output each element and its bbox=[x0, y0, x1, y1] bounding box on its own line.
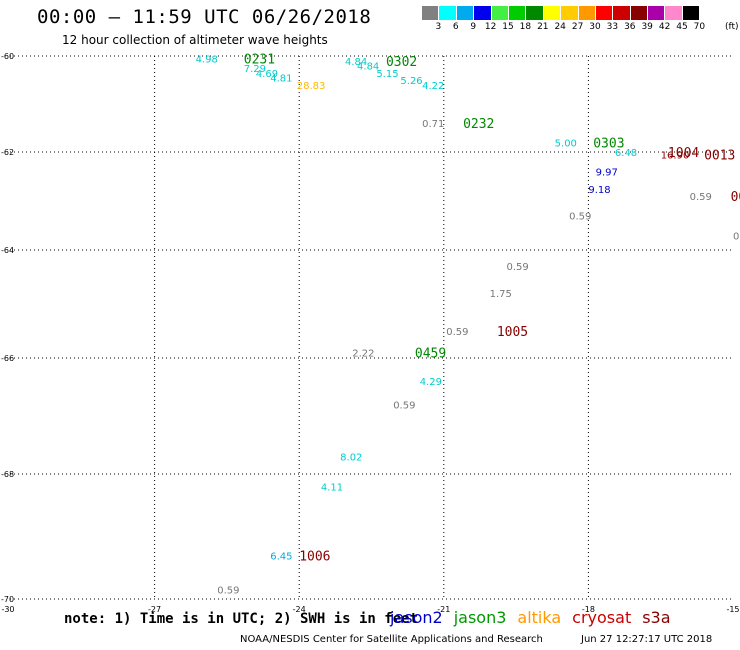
longitude-tick-label: -30 bbox=[1, 605, 14, 614]
satellite-legend-cryosat: cryosat bbox=[572, 608, 632, 627]
wave-height-value: 4.81 bbox=[270, 74, 292, 85]
colorbar-label: 21 bbox=[537, 22, 549, 32]
wave-height-value: 4.69 bbox=[256, 69, 278, 80]
wave-height-value: 0.59 bbox=[217, 586, 239, 597]
wave-height-value: 2.22 bbox=[352, 349, 374, 360]
wave-height-value: 5.26 bbox=[400, 76, 422, 87]
latitude-tick-label: -60 bbox=[1, 52, 14, 61]
colorbar-label: 15 bbox=[502, 22, 514, 32]
colorbar-swatch bbox=[630, 6, 649, 20]
colorbar-label: 42 bbox=[658, 22, 671, 32]
colorbar-swatch bbox=[422, 6, 440, 20]
latitude-tick-label: -68 bbox=[1, 470, 14, 479]
pass-time-label: 0459 bbox=[415, 347, 446, 362]
satellite-legend-s3a: s3a bbox=[642, 608, 671, 627]
colorbar-labels: (ft) 3 6 9 12 15 18 21 24 27 30 33 36 39 42 45 70 bbox=[422, 22, 740, 34]
wave-height-value: 4.98 bbox=[196, 54, 218, 65]
wave-height-value: 9.18 bbox=[588, 185, 610, 196]
colorbar-swatch bbox=[561, 6, 579, 20]
longitude-tick-label: -15 bbox=[726, 605, 739, 614]
wave-height-value: 5.15 bbox=[376, 69, 398, 80]
colorbar-swatch bbox=[456, 6, 475, 20]
credit-line: NOAA/NESDIS Center for Satellite Applica… bbox=[240, 634, 543, 645]
colorbar-swatch bbox=[665, 6, 683, 20]
colorbar-label: 9 bbox=[470, 22, 477, 32]
wave-height-value: 0.5 bbox=[733, 231, 740, 242]
wave-height-value: 0.71 bbox=[422, 119, 444, 130]
pass-time-label: 0302 bbox=[386, 55, 417, 70]
longitude-tick-label: -24 bbox=[293, 605, 306, 614]
wave-height-value: 0.59 bbox=[446, 327, 468, 338]
wave-height-value: 0.59 bbox=[506, 262, 528, 273]
longitude-tick-label: -21 bbox=[437, 605, 450, 614]
colorbar-label: 39 bbox=[641, 22, 653, 32]
wave-height-value: 8.02 bbox=[340, 453, 362, 464]
satellite-legend-jason3: jason3 bbox=[453, 608, 507, 627]
map-subtitle: 12 hour collection of altimeter wave hei… bbox=[62, 33, 328, 47]
colorbar-swatch bbox=[613, 6, 631, 20]
colorbar-swatch bbox=[543, 6, 562, 20]
generated-timestamp: Jun 27 12:27:17 UTC 2018 bbox=[581, 634, 713, 645]
latitude-tick-label: -62 bbox=[1, 148, 14, 157]
colorbar-label: 27 bbox=[571, 22, 584, 32]
latitude-tick-label: -66 bbox=[1, 354, 14, 363]
footnote: note: 1) Time is in UTC; 2) SWH is in fe… bbox=[64, 611, 419, 627]
colorbar-label: 3 bbox=[435, 22, 442, 32]
wave-height-value: 1.75 bbox=[490, 289, 512, 300]
colorbar-swatch bbox=[682, 6, 701, 20]
satellite-legend: jason2 jason3 altika cryosat s3a bbox=[390, 608, 682, 627]
colorbar-label: 70 bbox=[693, 22, 706, 32]
wave-height-value: 28.83 bbox=[297, 81, 326, 92]
wave-height-value: 4.22 bbox=[422, 81, 444, 92]
colorbar-swatch bbox=[439, 6, 457, 20]
colorbar-label: 24 bbox=[554, 22, 566, 32]
colorbar-label: 12 bbox=[484, 22, 497, 32]
longitude-tick-label: -27 bbox=[148, 605, 161, 614]
wave-height-value: 4.84 bbox=[345, 57, 367, 68]
pass-time-label: 00 bbox=[731, 190, 740, 205]
wave-height-value: 4.84 bbox=[357, 62, 379, 73]
colorbar-swatch bbox=[595, 6, 614, 20]
satellite-legend-jason2: jason2 bbox=[390, 608, 443, 627]
satellite-legend-altika: altika bbox=[517, 608, 562, 627]
longitude-tick-label: -18 bbox=[582, 605, 595, 614]
pass-time-label: 0303 bbox=[593, 136, 624, 151]
colorbar-swatch bbox=[491, 6, 509, 20]
colorbar-swatch bbox=[578, 6, 596, 20]
wave-height-value: 0.59 bbox=[393, 400, 415, 411]
pass-time-label: 0013 bbox=[704, 148, 735, 163]
pass-time-label: 0231 bbox=[244, 52, 275, 67]
wave-height-value: 0.59 bbox=[690, 192, 712, 203]
pass-time-label: 1005 bbox=[497, 325, 528, 340]
colorbar-label: 30 bbox=[589, 22, 601, 32]
wave-height-value: 5.00 bbox=[555, 138, 577, 149]
colorbar-label: 36 bbox=[624, 22, 636, 32]
wave-height-value: 7.29 bbox=[244, 64, 266, 75]
colorbar-label: 18 bbox=[519, 22, 532, 32]
wave-height-value: 0.59 bbox=[569, 212, 591, 223]
pass-time-label: 1004 bbox=[668, 146, 699, 161]
map-title: 00:00 – 11:59 UTC 06/26/2018 bbox=[37, 6, 372, 28]
wave-height-value: 9.97 bbox=[596, 168, 618, 179]
colorbar-swatch bbox=[508, 6, 527, 20]
wave-height-value: 16.90 bbox=[661, 150, 690, 161]
colorbar-swatch bbox=[648, 6, 666, 20]
pass-time-label: 0232 bbox=[463, 117, 494, 132]
pass-time-label: 1006 bbox=[299, 549, 330, 564]
wave-height-value: 4.11 bbox=[321, 483, 343, 494]
colorbar-label: 33 bbox=[606, 22, 619, 32]
colorbar-swatch bbox=[526, 6, 544, 20]
wave-height-value: 6.48 bbox=[615, 148, 637, 159]
wave-height-value: 6.45 bbox=[270, 551, 292, 562]
colorbar-label: 45 bbox=[676, 22, 688, 32]
colorbar-unit: (ft) bbox=[725, 22, 739, 32]
latitude-tick-label: -70 bbox=[1, 595, 14, 604]
latitude-tick-label: -64 bbox=[1, 246, 14, 255]
colorbar-swatch bbox=[474, 6, 492, 20]
wave-height-colorbar bbox=[422, 6, 701, 21]
wave-height-value: 4.29 bbox=[420, 377, 442, 388]
colorbar-label: 6 bbox=[452, 22, 459, 32]
